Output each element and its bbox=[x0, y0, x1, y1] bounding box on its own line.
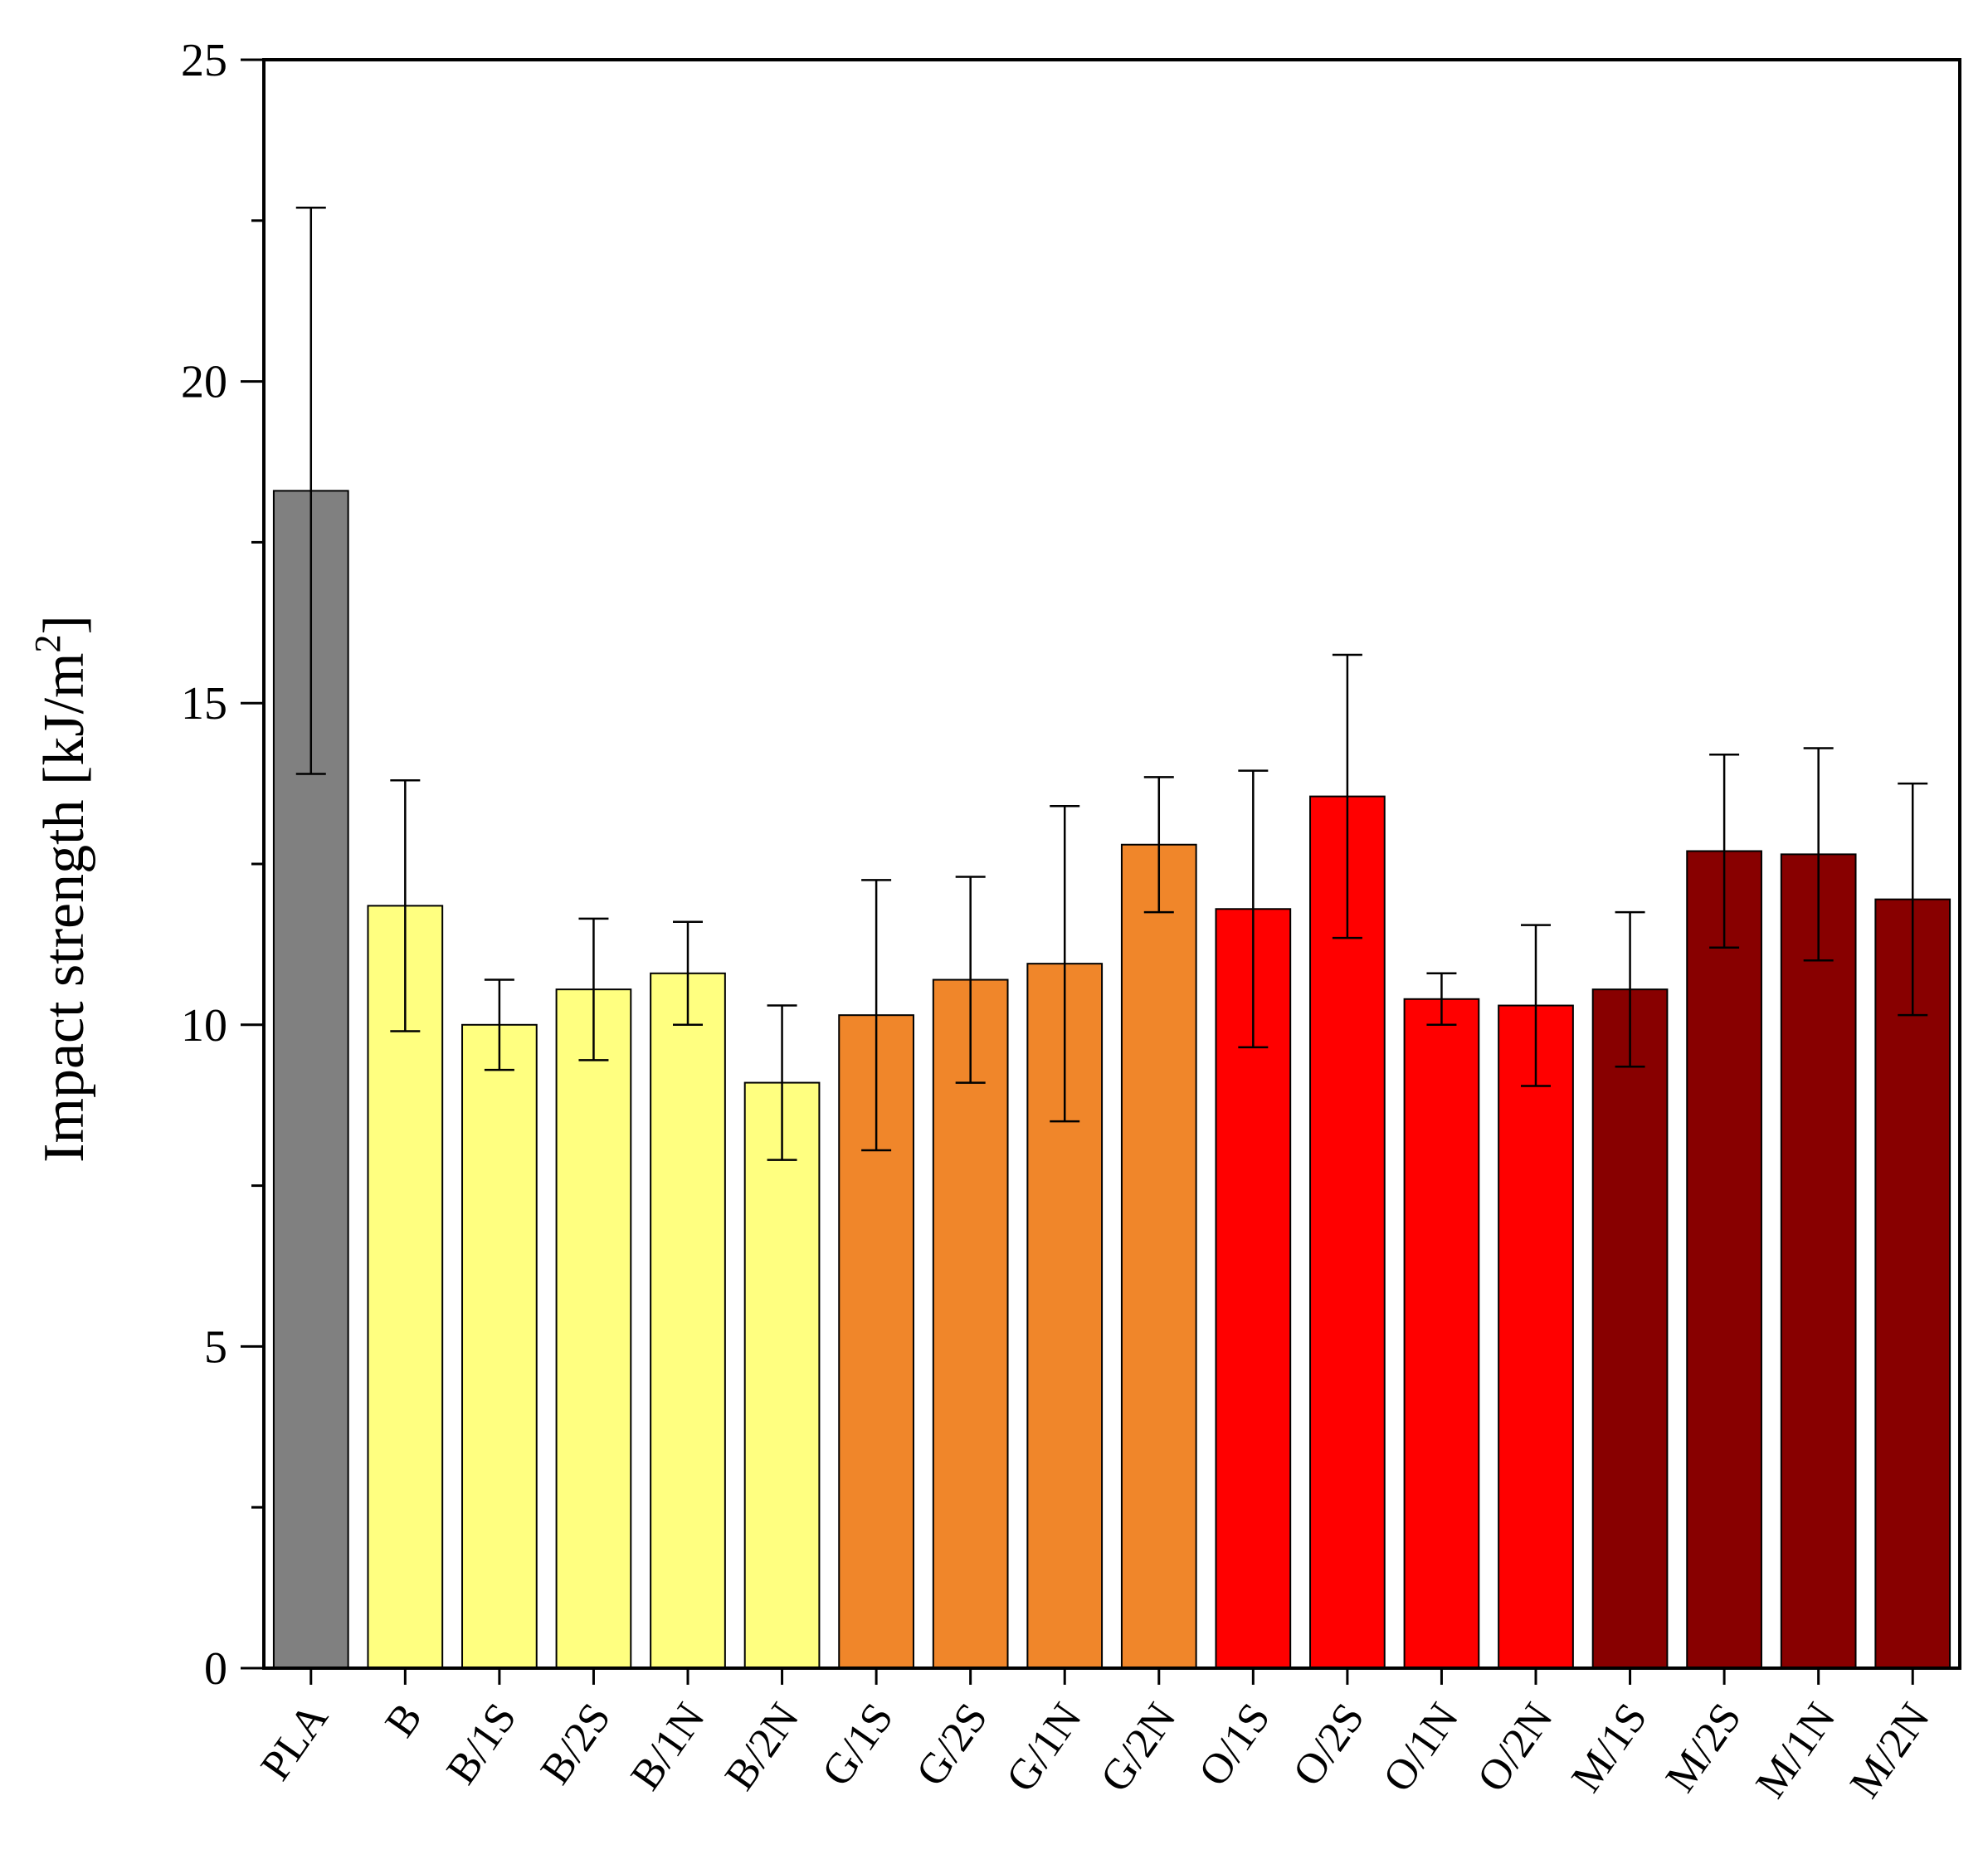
x-tick-label-o-1n: O/1N bbox=[1374, 1695, 1468, 1800]
bar-m-2n bbox=[1874, 898, 1951, 1669]
x-tick-label-b-2s: B/2S bbox=[532, 1695, 620, 1793]
bar-o-2n bbox=[1498, 1004, 1574, 1669]
x-tick-label-b-1s: B/1S bbox=[437, 1695, 525, 1793]
y-tick-label-0: 0 bbox=[204, 1643, 227, 1695]
x-tick-label-pla: PLA bbox=[252, 1695, 338, 1789]
bar-g-2n bbox=[1120, 843, 1197, 1669]
bar-m-1n bbox=[1780, 853, 1857, 1669]
x-tick-label-b: B bbox=[377, 1695, 432, 1745]
x-tick-label-b-2n: B/2N bbox=[716, 1695, 808, 1798]
x-tick-label-o-2s: O/2S bbox=[1284, 1695, 1374, 1794]
y-axis-title-main: Impact strength [kJ/m bbox=[32, 653, 96, 1163]
bar-b bbox=[367, 905, 444, 1669]
y-axis-title-suffix: ] bbox=[32, 615, 96, 634]
y-tick-label-25: 25 bbox=[181, 35, 227, 86]
bar-m-1s bbox=[1591, 988, 1669, 1669]
x-axis: PLA B B/1S B/2S B/1N B/2N G/1S G/2S G/1N G/2N O/1S… bbox=[252, 1668, 1939, 1807]
y-tick-label-15: 15 bbox=[181, 678, 227, 730]
x-tick-label-g-1s: G/1S bbox=[813, 1695, 903, 1794]
bar-g-2s bbox=[932, 978, 1009, 1669]
y-tick-label-20: 20 bbox=[181, 357, 227, 408]
bar-b-1s bbox=[461, 1023, 538, 1670]
y-axis-title-superscript: 2 bbox=[27, 635, 68, 653]
bars-group bbox=[272, 490, 1951, 1670]
x-tick-label-g-1n: G/1N bbox=[997, 1695, 1091, 1800]
bar-b-2n bbox=[743, 1081, 821, 1669]
bar-o-1n bbox=[1403, 998, 1480, 1669]
bar-b-2s bbox=[555, 988, 632, 1669]
y-tick-label-10: 10 bbox=[181, 1000, 227, 1052]
x-tick-label-m-1n: M/1N bbox=[1747, 1695, 1845, 1806]
x-tick-label-o-2n: O/2N bbox=[1469, 1695, 1562, 1800]
y-axis: 0 5 10 15 20 25 bbox=[181, 35, 264, 1695]
x-tick-label-m-2s: M/2S bbox=[1657, 1695, 1751, 1800]
bar-b-1n bbox=[650, 972, 726, 1670]
y-axis-title: Impact strength [kJ/m2] bbox=[27, 615, 96, 1163]
x-tick-label-b-1n: B/1N bbox=[622, 1695, 714, 1798]
bar-m-2s bbox=[1686, 850, 1762, 1669]
x-tick-label-g-2n: G/2N bbox=[1092, 1695, 1186, 1800]
x-tick-label-m-1s: M/1S bbox=[1562, 1695, 1656, 1800]
error-bars-group bbox=[295, 207, 1928, 1161]
x-tick-label-g-2s: G/2S bbox=[907, 1695, 996, 1794]
x-tick-label-o-1s: O/1S bbox=[1190, 1695, 1279, 1794]
y-tick-label-5: 5 bbox=[204, 1321, 227, 1373]
x-tick-label-m-2n: M/2N bbox=[1841, 1695, 1939, 1806]
